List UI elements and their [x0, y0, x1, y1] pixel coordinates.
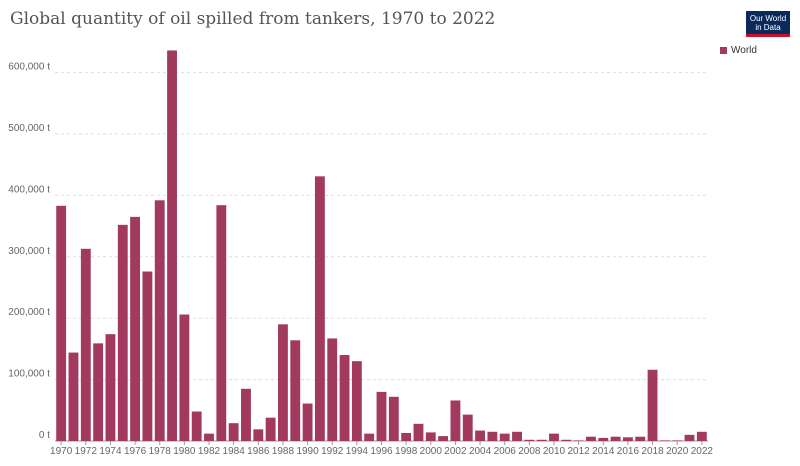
- bar-2010[interactable]: [549, 433, 559, 441]
- x-tick-label: 2006: [494, 446, 517, 457]
- bar-2017[interactable]: [635, 436, 646, 441]
- bar-1973[interactable]: [93, 343, 104, 441]
- chart-title: Global quantity of oil spilled from tank…: [10, 9, 496, 29]
- bar-2009[interactable]: [536, 439, 547, 441]
- x-tick-label: 1972: [75, 446, 98, 457]
- x-tick-label: 1974: [99, 446, 122, 457]
- x-tick-label: 2020: [666, 446, 689, 457]
- x-axis-ticks: 1970 1972 1974 1976 1978 1980 1982 1984 1986 1988…: [50, 441, 713, 457]
- x-tick-label: 1970: [50, 446, 73, 457]
- x-tick-label: 2004: [469, 446, 492, 457]
- bar-1989[interactable]: [290, 340, 301, 441]
- legend[interactable]: World: [720, 45, 757, 56]
- bar-1981[interactable]: [191, 411, 202, 441]
- x-tick-label: 2010: [543, 446, 566, 457]
- logo-line1: Our World: [749, 14, 787, 23]
- bar-2014[interactable]: [598, 437, 609, 441]
- bar-2006[interactable]: [499, 433, 510, 441]
- y-tick-label: 600,000 t: [8, 62, 50, 73]
- bar-2021[interactable]: [684, 434, 695, 441]
- bar-1986[interactable]: [253, 429, 264, 441]
- bar-1998[interactable]: [401, 433, 412, 441]
- bar-1980[interactable]: [179, 314, 190, 441]
- bar-2002[interactable]: [450, 400, 461, 441]
- bar-1985[interactable]: [241, 388, 251, 441]
- bar-1992[interactable]: [327, 338, 338, 441]
- bar-2007[interactable]: [512, 431, 522, 441]
- x-tick-label: 1992: [321, 446, 344, 457]
- legend-swatch-world: [720, 47, 727, 54]
- x-tick-label: 2012: [568, 446, 591, 457]
- bar-2003[interactable]: [462, 414, 473, 441]
- bar-2019[interactable]: [659, 440, 670, 441]
- bar-2016[interactable]: [622, 437, 633, 441]
- bar-1996[interactable]: [376, 391, 387, 441]
- bar-2004[interactable]: [475, 430, 485, 441]
- bar-1982[interactable]: [204, 433, 214, 441]
- x-tick-label: 1986: [247, 446, 270, 457]
- bar-1997[interactable]: [388, 396, 399, 441]
- bar-1976[interactable]: [130, 216, 141, 441]
- bar-2015[interactable]: [610, 436, 621, 441]
- bar-1972[interactable]: [80, 248, 91, 441]
- gridlines: [55, 72, 708, 442]
- bar-1979[interactable]: [167, 50, 177, 442]
- y-tick-label: 200,000 t: [8, 307, 50, 318]
- x-tick-label: 2014: [592, 446, 615, 457]
- x-tick-label: 1988: [272, 446, 295, 457]
- y-tick-label: 0 t: [39, 430, 50, 441]
- x-tick-label: 1978: [149, 446, 172, 457]
- bar-2001[interactable]: [438, 436, 449, 441]
- x-tick-label: 2022: [691, 446, 714, 457]
- bar-2020[interactable]: [672, 440, 683, 441]
- x-tick-label: 1990: [296, 446, 319, 457]
- bar-1988[interactable]: [278, 324, 288, 441]
- bar-2005[interactable]: [487, 431, 498, 441]
- bar-2013[interactable]: [586, 436, 596, 441]
- bars: [56, 50, 707, 442]
- y-tick-label: 300,000 t: [8, 246, 50, 257]
- owid-logo[interactable]: Our World in Data: [746, 11, 790, 37]
- bar-1983[interactable]: [216, 205, 227, 441]
- bar-1994[interactable]: [351, 361, 362, 441]
- bar-1990[interactable]: [302, 403, 313, 441]
- x-tick-label: 1998: [395, 446, 418, 457]
- bar-2022[interactable]: [696, 431, 707, 441]
- x-tick-label: 1980: [173, 446, 196, 457]
- bar-2018[interactable]: [647, 369, 658, 441]
- y-tick-label: 400,000 t: [8, 184, 50, 195]
- bar-1993[interactable]: [339, 355, 350, 441]
- x-tick-label: 1984: [223, 446, 246, 457]
- bar-2008[interactable]: [524, 439, 535, 441]
- x-tick-label: 1976: [124, 446, 147, 457]
- logo-line2: in Data: [755, 23, 781, 32]
- bar-1984[interactable]: [228, 423, 239, 441]
- legend-label-world: World: [731, 45, 757, 56]
- y-tick-label: 500,000 t: [8, 123, 50, 134]
- y-tick-label: 100,000 t: [8, 369, 50, 380]
- bar-1999[interactable]: [413, 423, 424, 441]
- bar-2000[interactable]: [425, 432, 436, 441]
- bar-1974[interactable]: [105, 334, 116, 441]
- x-tick-label: 2008: [518, 446, 541, 457]
- bar-1977[interactable]: [142, 271, 153, 441]
- bar-1991[interactable]: [314, 176, 325, 442]
- bar-1987[interactable]: [265, 417, 276, 441]
- x-tick-label: 2018: [641, 446, 664, 457]
- bar-2011[interactable]: [561, 439, 572, 441]
- x-tick-label: 1996: [370, 446, 393, 457]
- x-tick-label: 2016: [617, 446, 640, 457]
- bar-1975[interactable]: [117, 224, 128, 441]
- bar-1971[interactable]: [68, 352, 79, 441]
- bar-1978[interactable]: [154, 200, 165, 441]
- bar-2012[interactable]: [573, 440, 584, 441]
- y-axis-ticks: 0 t 100,000 t 200,000 t 300,000 t 400,000 t 5…: [8, 62, 50, 441]
- x-tick-label: 1994: [346, 446, 369, 457]
- x-tick-label: 1982: [198, 446, 221, 457]
- bar-1995[interactable]: [364, 433, 375, 441]
- x-tick-label: 2000: [420, 446, 443, 457]
- x-tick-label: 2002: [444, 446, 467, 457]
- bar-1970[interactable]: [56, 205, 67, 441]
